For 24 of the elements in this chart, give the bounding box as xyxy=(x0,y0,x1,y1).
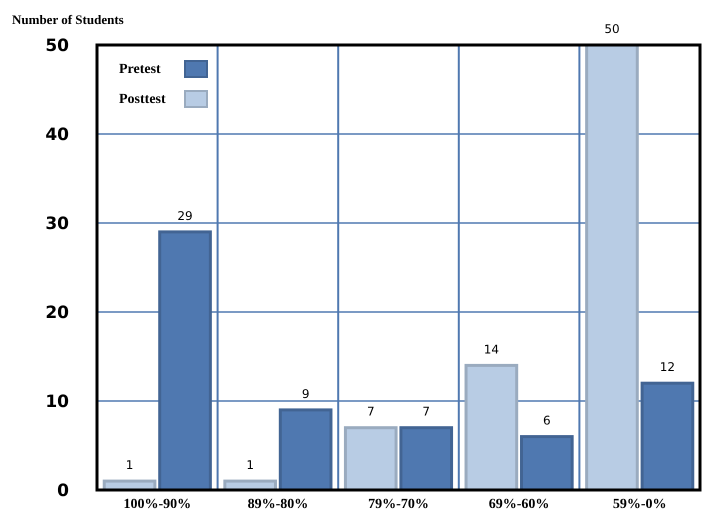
y-axis-title: Number of Students xyxy=(12,12,124,27)
x-tick-label: 79%-70% xyxy=(368,497,429,512)
y-tick-label: 0 xyxy=(57,481,70,501)
data-label: 1 xyxy=(126,458,134,472)
legend-label: Posttest xyxy=(119,92,166,107)
data-label: 7 xyxy=(366,404,375,419)
data-label: 7 xyxy=(422,404,430,419)
y-tick-label: 40 xyxy=(45,125,70,145)
data-label: 12 xyxy=(660,360,676,374)
data-label: 6 xyxy=(543,414,551,428)
x-tick-label: 59%-0% xyxy=(612,497,667,512)
y-tick-label: 20 xyxy=(45,303,70,323)
x-tick-label: 69%-60% xyxy=(488,497,550,512)
data-label: 9 xyxy=(302,386,310,401)
x-tick-label: 89%-80% xyxy=(248,497,308,512)
y-tick-label: 10 xyxy=(45,392,70,412)
y-tick-label: 30 xyxy=(45,214,70,234)
data-label: 50 xyxy=(604,22,620,36)
data-label: 14 xyxy=(484,342,500,356)
data-label: 29 xyxy=(177,208,193,223)
y-tick-label: 50 xyxy=(45,36,70,56)
legend-label: Pretest xyxy=(119,62,162,77)
x-tick-label: 100%-90% xyxy=(123,497,192,512)
data-label: 1 xyxy=(246,458,254,472)
